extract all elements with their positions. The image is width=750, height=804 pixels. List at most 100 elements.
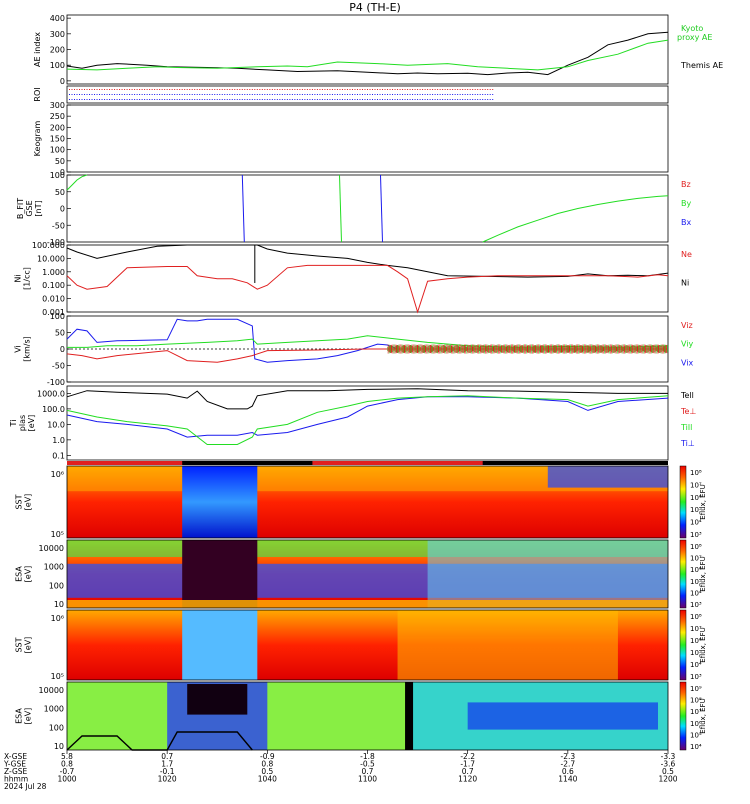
legend-label: Ti⊥ bbox=[680, 439, 695, 448]
roi-dot bbox=[454, 89, 456, 90]
roi-dot bbox=[339, 94, 341, 95]
roi-dot bbox=[174, 94, 176, 95]
roi-dot bbox=[234, 94, 236, 95]
x-tick-label: 1120 bbox=[458, 775, 477, 784]
roi-dot bbox=[417, 99, 419, 100]
roi-dot bbox=[206, 99, 208, 100]
roi-dot bbox=[336, 99, 338, 100]
roi-dot bbox=[79, 89, 81, 90]
roi-dot bbox=[169, 94, 171, 95]
roi-dot bbox=[387, 89, 389, 90]
roi-dot bbox=[409, 99, 411, 100]
roi-dot bbox=[331, 94, 333, 95]
roi-dot bbox=[289, 94, 291, 95]
roi-dot bbox=[196, 94, 198, 95]
roi-dot bbox=[339, 99, 341, 100]
roi-dot bbox=[134, 89, 136, 90]
roi-dot bbox=[484, 89, 486, 90]
roi-dot bbox=[404, 99, 406, 100]
roi-dot bbox=[84, 89, 86, 90]
roi-dot bbox=[186, 89, 188, 90]
roi-dot bbox=[171, 94, 173, 95]
x-tick-label: 0.8 bbox=[261, 760, 273, 769]
roi-dot bbox=[452, 94, 454, 95]
roi-dot bbox=[179, 89, 181, 90]
y-tick-label: 10000 bbox=[39, 686, 64, 695]
roi-dot bbox=[474, 99, 476, 100]
panel-frame bbox=[66, 465, 669, 539]
roi-dot bbox=[339, 89, 341, 90]
colorbar bbox=[679, 681, 687, 751]
roi-dot bbox=[246, 99, 248, 100]
roi-dot bbox=[74, 89, 76, 90]
panel-ylabel: Vi bbox=[14, 345, 23, 353]
roi-dot bbox=[139, 94, 141, 95]
x-tick-label: 0.7 bbox=[462, 767, 474, 776]
y-tick-label: -100 bbox=[47, 238, 65, 247]
roi-dot bbox=[274, 94, 276, 95]
roi-dot bbox=[101, 89, 103, 90]
roi-dot bbox=[154, 99, 156, 100]
roi-dot bbox=[459, 89, 461, 90]
roi-dot bbox=[251, 89, 253, 90]
roi-dot bbox=[151, 89, 153, 90]
roi-dot bbox=[382, 99, 384, 100]
roi-dot bbox=[239, 89, 241, 90]
roi-dot bbox=[106, 94, 108, 95]
roi-dot bbox=[149, 89, 151, 90]
y-tick-label: 0 bbox=[60, 345, 65, 354]
roi-dot bbox=[84, 94, 86, 95]
roi-dot bbox=[484, 94, 486, 95]
roi-dot bbox=[321, 99, 323, 100]
roi-dot bbox=[462, 94, 464, 95]
x-tick-label: 0.7 bbox=[161, 752, 173, 761]
roi-dot bbox=[331, 99, 333, 100]
roi-dot bbox=[139, 89, 141, 90]
roi-dot bbox=[407, 89, 409, 90]
roi-dot bbox=[219, 99, 221, 100]
roi-dot bbox=[196, 89, 198, 90]
band bbox=[467, 702, 658, 730]
roi-dot bbox=[472, 89, 474, 90]
roi-dot bbox=[341, 89, 343, 90]
x-axis-row-label: X-GSE bbox=[4, 752, 27, 761]
roi-dot bbox=[424, 99, 426, 100]
roi-dot bbox=[286, 99, 288, 100]
panel-ylabel: B_FIT bbox=[16, 198, 25, 219]
roi-dot bbox=[154, 89, 156, 90]
roi-dot bbox=[472, 94, 474, 95]
colorbar-label: Eflux, EFU bbox=[699, 484, 707, 519]
roi-dot bbox=[176, 94, 178, 95]
roi-dot bbox=[349, 99, 351, 100]
page-title: P4 (TH-E) bbox=[349, 1, 401, 14]
roi-dot bbox=[204, 94, 206, 95]
roi-dot bbox=[464, 89, 466, 90]
roi-dot bbox=[402, 94, 404, 95]
roi-dot bbox=[434, 99, 436, 100]
colorbar-label: Eflux, EFU bbox=[699, 698, 707, 733]
roi-dot bbox=[402, 89, 404, 90]
roi-dot bbox=[487, 94, 489, 95]
legend-label: Themis AE bbox=[680, 61, 723, 70]
y-tick-label: 10.0 bbox=[47, 420, 65, 429]
roi-dot bbox=[221, 99, 223, 100]
roi-dot bbox=[439, 89, 441, 90]
panel-frame bbox=[66, 104, 669, 173]
x-tick-label: -1.7 bbox=[460, 760, 475, 769]
roi-dot bbox=[346, 94, 348, 95]
legend-label: Bz bbox=[681, 180, 691, 189]
roi-dot bbox=[179, 94, 181, 95]
roi-dot bbox=[289, 99, 291, 100]
roi-dot bbox=[189, 89, 191, 90]
roi-dot bbox=[351, 99, 353, 100]
roi-dot bbox=[181, 89, 183, 90]
roi-dot bbox=[159, 89, 161, 90]
x-tick-label: 1040 bbox=[258, 775, 277, 784]
roi-dot bbox=[221, 89, 223, 90]
roi-dot bbox=[462, 89, 464, 90]
series-line-by bbox=[339, 174, 342, 243]
roi-dot bbox=[344, 99, 346, 100]
legend-label: Till bbox=[680, 423, 692, 432]
mode-bar-black bbox=[482, 461, 668, 465]
roi-dot bbox=[244, 89, 246, 90]
